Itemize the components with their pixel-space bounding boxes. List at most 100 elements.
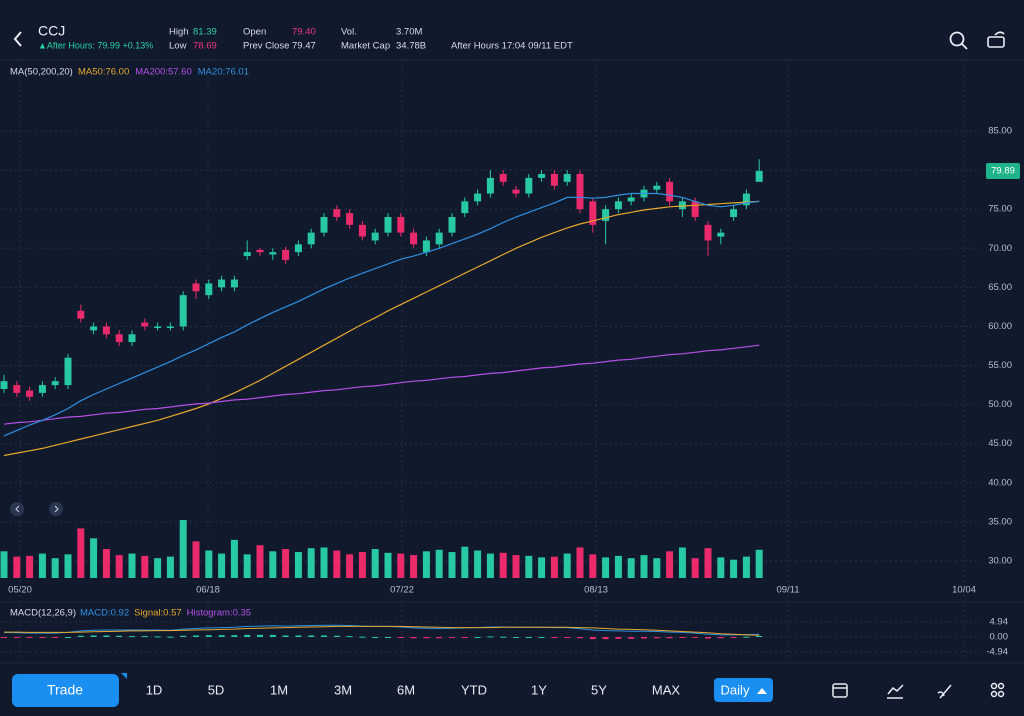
rotate-icon[interactable] xyxy=(987,31,1005,48)
macd-histogram-bar xyxy=(679,637,686,638)
candle-body xyxy=(384,216,392,233)
layout-icon[interactable] xyxy=(990,682,1005,698)
volume-bar xyxy=(384,552,392,578)
range-button[interactable]: YTD xyxy=(461,682,487,697)
candle-body xyxy=(653,185,661,190)
price-tag-bg xyxy=(986,162,1020,179)
stat-value: 79.47 xyxy=(292,41,316,52)
volume-bar xyxy=(666,551,674,578)
y-tick-label: 45.00 xyxy=(988,438,1012,449)
trade-button[interactable]: Trade xyxy=(47,682,83,698)
stat-value: 81.39 xyxy=(193,27,217,38)
trade-button-bg[interactable] xyxy=(12,674,119,707)
range-button[interactable]: 5D xyxy=(208,682,225,697)
indicator-icon[interactable] xyxy=(887,684,904,699)
scroll-left[interactable] xyxy=(10,502,24,516)
volume-bar xyxy=(589,554,597,578)
macd-label: MACD:0.92 xyxy=(80,608,129,619)
macd-histogram-bar xyxy=(321,635,327,637)
candle-body xyxy=(576,173,584,210)
volume-bar xyxy=(115,555,123,578)
macd-histogram-bar xyxy=(103,635,110,637)
candle-body xyxy=(13,385,21,393)
macd-histogram-bar xyxy=(743,636,750,638)
interval-bg[interactable] xyxy=(714,678,773,702)
candle-body xyxy=(742,193,750,206)
interval-button[interactable]: Daily xyxy=(721,682,750,697)
candle-body xyxy=(666,181,674,202)
volume-bar xyxy=(13,556,21,578)
macd-histogram-bar xyxy=(205,635,212,637)
volume-bar xyxy=(192,541,200,578)
macd-histogram-bar xyxy=(77,635,84,637)
macd-histogram-bar xyxy=(244,634,251,637)
volume-bar xyxy=(256,545,264,578)
candle-body xyxy=(141,322,149,327)
ma-line xyxy=(3,192,760,437)
candle-body xyxy=(538,173,546,178)
candle-body xyxy=(717,232,725,237)
candle-body xyxy=(461,201,469,214)
volume-bar xyxy=(0,551,8,578)
range-button[interactable]: 5Y xyxy=(591,682,607,697)
volume-bar xyxy=(550,556,558,578)
candle-body xyxy=(704,224,712,241)
macd-histogram-bar xyxy=(13,637,20,638)
macd-histogram-bar xyxy=(410,637,417,639)
volume-bar xyxy=(691,558,699,578)
calendar-icon[interactable] xyxy=(832,683,848,698)
range-button[interactable]: 3M xyxy=(334,682,352,697)
range-button[interactable]: 6M xyxy=(397,682,415,697)
range-button[interactable]: 1Y xyxy=(531,682,547,697)
search-icon[interactable] xyxy=(949,31,968,50)
back-button[interactable] xyxy=(13,31,22,47)
macd-histogram-bar xyxy=(154,636,161,638)
macd-histogram-bar xyxy=(692,637,699,638)
macd-histogram-bar xyxy=(65,637,71,638)
candle-body xyxy=(589,201,597,225)
macd-histogram-bar xyxy=(231,635,238,637)
y-tick-label: 65.00 xyxy=(988,282,1012,293)
volume-bar xyxy=(486,553,494,578)
macd-histogram-bar xyxy=(436,637,443,639)
volume-bar xyxy=(397,553,405,578)
candle-body xyxy=(102,326,110,335)
x-tick-label: 05/20 xyxy=(8,585,32,596)
scroll-right[interactable] xyxy=(49,502,63,516)
draw-icon[interactable] xyxy=(937,684,952,699)
macd-histogram-bar xyxy=(449,637,455,638)
macd-histogram-bar xyxy=(397,637,404,638)
macd-histogram-bar xyxy=(39,637,46,638)
x-tick-label: 10/04 xyxy=(952,585,976,596)
candle-body xyxy=(38,385,46,393)
volume-bar xyxy=(538,557,546,578)
candle-body xyxy=(282,249,290,260)
stat-value: 34.78B xyxy=(396,41,426,52)
macd-histogram-bar xyxy=(167,636,174,638)
range-button[interactable]: 1D xyxy=(146,682,163,697)
macd-histogram-bar xyxy=(129,636,135,638)
macd-histogram-bar xyxy=(666,637,673,639)
symbol: CCJ xyxy=(38,23,65,39)
candle-body xyxy=(166,326,174,329)
macd-tick-label: 0.00 xyxy=(990,632,1009,643)
candle-body xyxy=(422,240,430,253)
candle-body xyxy=(192,283,200,292)
range-button[interactable]: MAX xyxy=(652,682,681,697)
stat-label: Low xyxy=(169,41,187,52)
candle-body xyxy=(307,232,315,245)
volume-bar xyxy=(730,559,738,578)
volume-bar xyxy=(77,528,85,578)
volume-bar xyxy=(64,554,72,578)
candle-body xyxy=(474,193,482,202)
volume-bar xyxy=(51,558,59,578)
macd-histogram-bar xyxy=(90,635,97,637)
macd-histogram-bar xyxy=(26,637,33,638)
y-tick-label: 55.00 xyxy=(988,360,1012,371)
range-button[interactable]: 1M xyxy=(270,682,288,697)
volume-bar xyxy=(230,539,238,578)
candle-body xyxy=(90,326,98,331)
candle-body xyxy=(448,216,456,233)
candle-body xyxy=(26,390,34,397)
volume-bar xyxy=(358,552,366,578)
